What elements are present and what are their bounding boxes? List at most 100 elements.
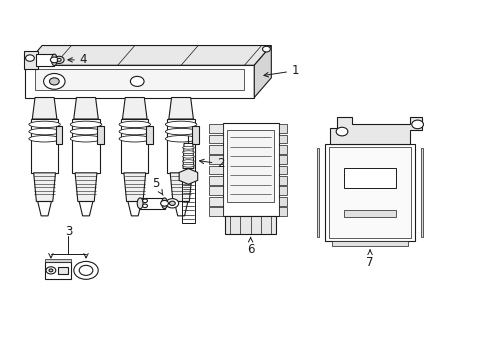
Polygon shape [208,186,222,195]
Ellipse shape [70,121,102,128]
Text: 1: 1 [264,64,299,77]
Polygon shape [174,202,187,216]
Bar [35,69,244,90]
Circle shape [411,120,423,129]
Polygon shape [56,126,62,144]
Polygon shape [278,207,287,216]
Polygon shape [316,148,319,237]
Text: 2: 2 [199,157,224,170]
Polygon shape [72,119,100,173]
Polygon shape [25,65,254,98]
Polygon shape [97,126,103,144]
Polygon shape [254,45,271,98]
Polygon shape [208,145,222,154]
Circle shape [142,199,147,203]
Polygon shape [44,259,71,262]
Ellipse shape [165,129,196,135]
Ellipse shape [165,135,196,142]
Polygon shape [38,202,51,216]
Polygon shape [325,144,414,241]
Polygon shape [170,173,192,202]
Ellipse shape [182,151,194,154]
Polygon shape [128,202,142,216]
Polygon shape [58,267,68,274]
Circle shape [50,57,58,63]
Polygon shape [278,186,287,195]
Bar [344,168,395,188]
Polygon shape [179,168,197,184]
Circle shape [49,78,59,85]
Circle shape [25,55,34,61]
Polygon shape [25,45,271,65]
Bar [227,130,273,202]
Polygon shape [208,166,222,175]
Polygon shape [36,54,54,66]
Ellipse shape [182,155,194,158]
Ellipse shape [161,198,167,209]
Circle shape [169,201,175,206]
Circle shape [165,199,178,208]
Bar [328,147,410,238]
Text: 5: 5 [152,177,163,195]
Circle shape [57,58,61,61]
Polygon shape [32,98,57,119]
Circle shape [142,204,147,208]
Circle shape [49,269,53,272]
Ellipse shape [119,129,150,135]
Ellipse shape [119,135,150,142]
Polygon shape [278,197,287,206]
Polygon shape [167,119,194,173]
Polygon shape [121,119,148,173]
Ellipse shape [182,164,194,167]
Ellipse shape [119,121,150,128]
Ellipse shape [29,121,60,128]
Polygon shape [208,155,222,164]
Polygon shape [168,98,193,119]
Polygon shape [331,241,407,246]
Polygon shape [44,262,71,279]
Text: 7: 7 [366,250,373,269]
Circle shape [335,127,347,136]
Bar [344,210,395,217]
Ellipse shape [70,129,102,135]
Polygon shape [278,124,287,133]
Circle shape [130,76,144,86]
Circle shape [79,265,93,275]
Polygon shape [122,98,147,119]
Circle shape [46,267,56,274]
Polygon shape [208,124,222,133]
Polygon shape [34,173,56,202]
Polygon shape [183,143,193,168]
Ellipse shape [137,198,143,209]
Polygon shape [278,145,287,154]
Polygon shape [208,197,222,206]
Polygon shape [31,119,58,173]
Circle shape [262,46,270,52]
Polygon shape [75,173,97,202]
Polygon shape [208,176,222,185]
Circle shape [74,261,98,279]
Polygon shape [140,198,164,209]
Polygon shape [329,117,422,144]
Text: 3: 3 [64,225,72,238]
Ellipse shape [70,135,102,142]
Circle shape [43,73,65,89]
Polygon shape [208,135,222,143]
Polygon shape [79,202,93,216]
Polygon shape [278,166,287,175]
Polygon shape [224,216,276,234]
Ellipse shape [29,129,60,135]
Ellipse shape [182,160,194,163]
Polygon shape [208,207,222,216]
Polygon shape [123,173,145,202]
Bar [222,123,278,216]
Polygon shape [23,51,38,69]
Text: 4: 4 [68,53,87,66]
Ellipse shape [165,121,196,128]
Polygon shape [74,98,98,119]
Ellipse shape [51,54,57,66]
Ellipse shape [182,146,194,149]
Polygon shape [278,176,287,185]
Polygon shape [145,126,152,144]
Text: 6: 6 [246,238,254,256]
